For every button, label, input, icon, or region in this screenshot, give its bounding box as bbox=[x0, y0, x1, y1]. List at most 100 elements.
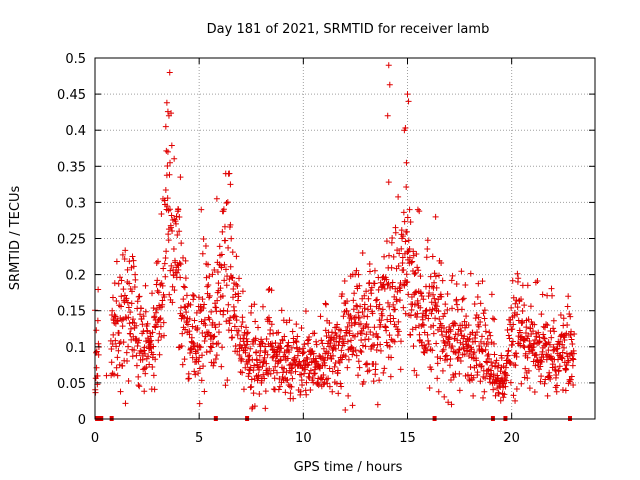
data-point bbox=[93, 327, 100, 334]
y-tick-label: 0.5 bbox=[65, 52, 86, 67]
data-point bbox=[284, 343, 291, 350]
data-point bbox=[172, 218, 179, 225]
data-point bbox=[385, 179, 392, 186]
data-point bbox=[497, 397, 504, 404]
data-point bbox=[511, 312, 518, 319]
data-point bbox=[542, 376, 549, 383]
data-point bbox=[327, 340, 334, 347]
data-point bbox=[200, 363, 207, 370]
data-point bbox=[377, 321, 384, 328]
data-point bbox=[342, 407, 349, 414]
data-point bbox=[140, 347, 147, 354]
data-point bbox=[166, 291, 173, 298]
data-point bbox=[560, 315, 567, 322]
data-point bbox=[458, 306, 465, 313]
data-point bbox=[514, 270, 521, 277]
data-point bbox=[518, 296, 525, 303]
data-point bbox=[125, 304, 132, 311]
data-point bbox=[368, 284, 375, 291]
data-point bbox=[377, 347, 384, 354]
data-point bbox=[333, 338, 340, 345]
data-point bbox=[289, 375, 296, 382]
data-point bbox=[227, 221, 234, 228]
data-point bbox=[221, 261, 228, 268]
data-point bbox=[324, 354, 331, 361]
data-point bbox=[256, 390, 263, 397]
data-point bbox=[390, 253, 397, 260]
data-point bbox=[436, 272, 443, 279]
data-point bbox=[411, 367, 418, 374]
data-point bbox=[410, 343, 417, 350]
data-point bbox=[414, 206, 421, 213]
y-tick-label: 0.45 bbox=[57, 88, 86, 103]
data-point bbox=[214, 269, 221, 276]
data-point bbox=[344, 298, 351, 305]
data-point bbox=[288, 383, 295, 390]
data-point bbox=[312, 370, 319, 377]
data-point bbox=[404, 91, 411, 98]
data-point bbox=[146, 361, 153, 368]
data-point bbox=[148, 337, 155, 344]
data-point bbox=[540, 331, 547, 338]
data-point bbox=[137, 311, 144, 318]
data-point bbox=[448, 277, 455, 284]
data-point bbox=[328, 329, 335, 336]
data-point bbox=[493, 357, 500, 364]
data-point bbox=[162, 273, 169, 280]
data-point bbox=[439, 367, 446, 374]
data-point bbox=[409, 326, 416, 333]
data-point bbox=[239, 288, 246, 295]
data-point bbox=[305, 373, 312, 380]
data-point bbox=[301, 370, 308, 377]
data-point bbox=[253, 349, 260, 356]
data-point bbox=[408, 259, 415, 266]
data-point bbox=[348, 344, 355, 351]
data-point bbox=[330, 352, 337, 359]
data-point bbox=[419, 316, 426, 323]
data-point bbox=[245, 357, 252, 364]
data-point bbox=[482, 328, 489, 335]
data-point bbox=[260, 371, 267, 378]
data-point bbox=[383, 327, 390, 334]
data-point bbox=[336, 335, 343, 342]
data-point bbox=[133, 322, 140, 329]
data-point bbox=[279, 373, 286, 380]
data-point bbox=[201, 388, 208, 395]
data-point bbox=[349, 344, 356, 351]
data-point bbox=[135, 382, 142, 389]
data-point bbox=[301, 341, 308, 348]
data-point bbox=[484, 340, 491, 347]
data-point bbox=[303, 354, 310, 361]
data-point bbox=[130, 263, 137, 270]
data-point bbox=[128, 336, 135, 343]
data-point bbox=[123, 295, 130, 302]
data-point bbox=[134, 343, 141, 350]
data-point bbox=[271, 375, 278, 382]
data-point bbox=[470, 392, 477, 399]
data-point bbox=[198, 206, 205, 213]
data-point bbox=[434, 354, 441, 361]
data-point bbox=[372, 366, 379, 373]
data-point bbox=[199, 330, 206, 337]
data-point bbox=[122, 247, 129, 254]
data-point bbox=[414, 310, 421, 317]
data-point bbox=[458, 332, 465, 339]
data-point bbox=[436, 316, 443, 323]
data-point bbox=[227, 181, 234, 188]
data-point bbox=[200, 305, 207, 312]
data-point bbox=[364, 306, 371, 313]
data-point bbox=[167, 267, 174, 274]
data-point bbox=[214, 297, 221, 304]
data-point bbox=[565, 357, 572, 364]
data-point bbox=[186, 331, 193, 338]
data-point bbox=[515, 317, 522, 324]
data-point bbox=[125, 343, 132, 350]
data-point bbox=[344, 364, 351, 371]
data-point bbox=[298, 324, 305, 331]
data-point bbox=[275, 344, 282, 351]
data-point bbox=[265, 314, 272, 321]
data-point bbox=[110, 331, 117, 338]
data-point bbox=[167, 159, 173, 166]
data-point bbox=[216, 321, 223, 328]
data-point bbox=[549, 292, 556, 299]
